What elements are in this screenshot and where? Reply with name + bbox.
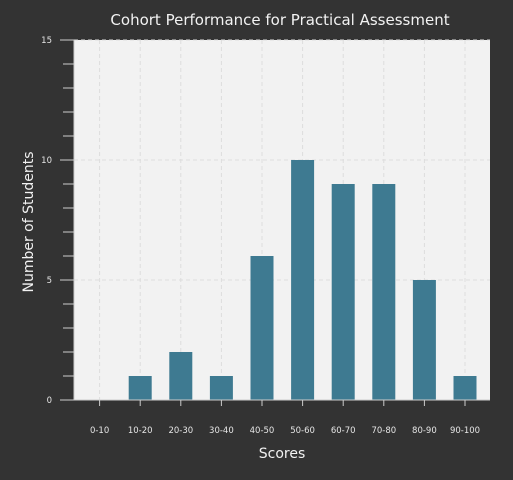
x-tick-label: 10-20 — [128, 426, 153, 436]
bar — [291, 160, 315, 400]
x-tick-label: 30-40 — [209, 426, 234, 436]
x-tick-label: 90-100 — [450, 426, 480, 436]
y-tick-label: 10 — [41, 156, 52, 166]
y-tick-label: 15 — [41, 36, 52, 46]
y-axis-label: Number of Students — [21, 151, 37, 292]
chart-title: Cohort Performance for Practical Assessm… — [110, 11, 449, 29]
x-tick-label: 20-30 — [168, 426, 193, 436]
y-tick-label: 0 — [47, 396, 52, 406]
bar — [209, 376, 233, 400]
x-tick-label: 80-90 — [412, 426, 437, 436]
bars-group — [128, 160, 477, 400]
bar — [128, 376, 152, 400]
y-axis: 0 5 10 15 — [41, 36, 75, 406]
x-tick-label: 70-80 — [371, 426, 396, 436]
bar — [250, 256, 274, 400]
x-axis: 0-10 10-20 20-30 30-40 40-50 50-60 60-70 70-80 8… — [74, 399, 490, 436]
bar — [372, 184, 396, 400]
bar — [453, 376, 477, 400]
x-tick-label: 60-70 — [331, 426, 356, 436]
x-tick-label: 40-50 — [250, 426, 275, 436]
x-tick-label: 0-10 — [90, 426, 109, 436]
bar — [331, 184, 355, 400]
x-tick-label: 50-60 — [290, 426, 315, 436]
bar — [412, 280, 436, 400]
y-tick-label: 5 — [47, 276, 52, 286]
bar — [169, 352, 193, 400]
x-axis-label: Scores — [259, 446, 306, 462]
